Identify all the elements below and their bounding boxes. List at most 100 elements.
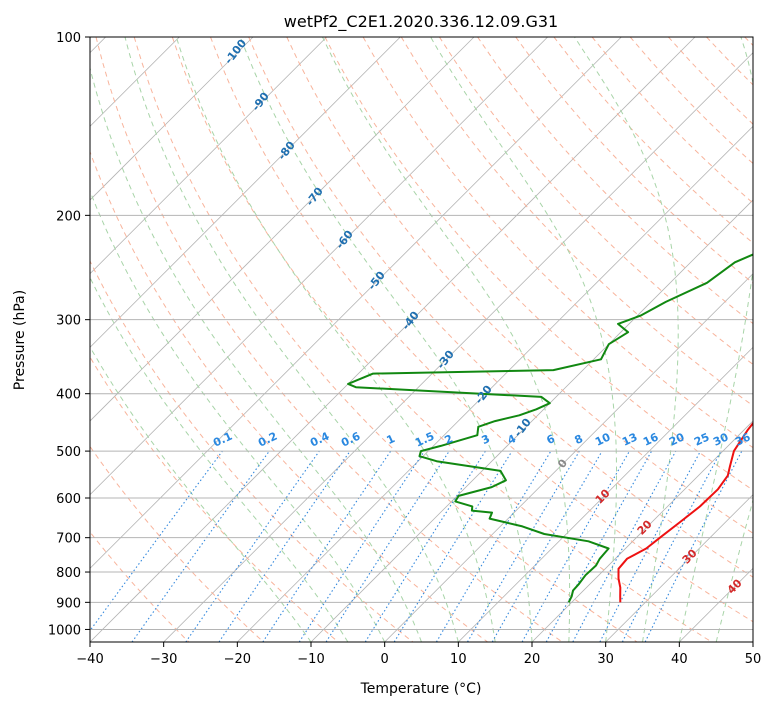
isotherm-line: [237, 125, 753, 642]
x-tick-label: −30: [150, 652, 177, 667]
adiabat-labels: -100-90-80-70-60-50-40-30-20-10010203040…: [211, 37, 753, 597]
dry-adiabat-line: [668, 37, 753, 125]
dry-adiabat-line: [210, 37, 753, 623]
mixing-ratio-label: 0.4: [308, 429, 331, 449]
mixing-ratio-label: 13: [620, 430, 639, 448]
dry-adiabat-line: [90, 150, 488, 642]
x-tick-label: −40: [76, 652, 103, 667]
mixing-ratio-label: 0.1: [211, 430, 234, 450]
dry-adiabat-line: [248, 37, 753, 578]
mixing-ratio-label: 3: [480, 432, 492, 447]
profile-lines: [347, 253, 753, 603]
x-tick-label: −20: [224, 652, 251, 667]
temperature-profile-line: [617, 421, 753, 603]
mixing-ratio-line: [393, 450, 513, 642]
isotherm-line: [458, 346, 753, 642]
dry-adiabat-label: -20: [472, 383, 495, 407]
moist-adiabat-line: [239, 37, 533, 642]
moist-adiabat-line: [715, 498, 753, 642]
mixing-ratio-line: [644, 450, 743, 642]
isotherm-line: [752, 641, 753, 642]
mixing-ratio-line: [185, 450, 320, 642]
y-tick-label: 500: [56, 445, 81, 460]
isotherm-line: [90, 37, 254, 201]
y-axis-label: Pressure (hPa): [12, 290, 28, 390]
dry-adiabat-line: [591, 37, 753, 204]
dry-adiabat-line: [400, 37, 753, 407]
mixing-ratio-label: 0.2: [256, 430, 279, 450]
mixing-ratio-label: 10: [593, 430, 613, 448]
x-tick-label: 20: [524, 652, 541, 667]
plot-frame: [89, 36, 754, 643]
isotherm-line: [90, 37, 475, 422]
mixing-ratio-line: [572, 450, 677, 642]
x-tick-label: 40: [671, 652, 688, 667]
mixing-ratio-line: [90, 450, 223, 632]
dry-adiabat-label: -10: [511, 416, 534, 440]
moist-adiabat-line: [90, 65, 422, 642]
isotherm-line: [605, 494, 753, 642]
x-tick-label: −10: [297, 652, 324, 667]
moist-adiabat-line: [430, 37, 617, 642]
mixing-ratio-label: 36: [733, 430, 753, 448]
y-tick-label: 300: [56, 314, 81, 329]
isotherm-line: [384, 273, 753, 642]
mixing-ratio-line: [262, 450, 392, 642]
moist-adiabat-label: 20: [635, 517, 655, 537]
dry-adiabat-label: -50: [365, 269, 388, 293]
pressure-gridlines: [90, 37, 753, 630]
moist-adiabat-line: [175, 37, 496, 642]
isotherm-line: [90, 37, 327, 275]
isotherm-line: [310, 199, 753, 642]
moist-adiabat-line: [322, 37, 571, 642]
x-tick-label: 30: [597, 652, 614, 667]
moist-adiabat-label: 30: [680, 546, 700, 566]
y-tick-label: 200: [56, 209, 81, 224]
mixing-ratio-line: [364, 450, 486, 642]
mixing-ratio-line: [325, 450, 450, 642]
dry-adiabat-line: [706, 37, 753, 86]
dry-adiabat-line: [515, 37, 753, 284]
x-tick-label: 50: [745, 652, 762, 667]
moist-adiabat-line: [90, 345, 312, 642]
mixing-ratio-line: [131, 450, 270, 642]
mixing-ratio-label: 30: [711, 430, 731, 448]
x-tick-label: 0: [381, 652, 389, 667]
y-tick-label: 700: [56, 532, 81, 547]
dry-adiabat-line: [171, 37, 712, 642]
x-tick-label: 10: [450, 652, 467, 667]
isotherm-line: [90, 37, 401, 348]
dry-adiabat-line: [744, 37, 753, 47]
dry-adiabat-line: [362, 37, 753, 449]
dry-adiabat-line: [90, 531, 190, 642]
x-axis-label: Temperature (°C): [360, 681, 482, 697]
dry-adiabat-line: [90, 356, 339, 642]
dry-adiabat-line: [324, 37, 753, 491]
isotherm-line: [531, 420, 753, 642]
dry-adiabat-line: [133, 37, 638, 642]
mixing-ratio-line: [435, 450, 552, 642]
thermo-background-lines: [90, 37, 753, 642]
mixing-ratio-label: 1: [385, 432, 397, 447]
mixing-ratio-label: 8: [573, 432, 585, 447]
isotherm-line: [90, 37, 696, 642]
y-tick-label: 600: [56, 492, 81, 507]
dry-adiabat-line: [90, 445, 264, 642]
y-tick-label: 100: [56, 31, 81, 46]
dry-adiabat-label: -90: [249, 90, 272, 114]
mixing-ratio-line: [467, 450, 580, 642]
dewpoint-profile-line: [347, 253, 753, 603]
moist-adiabat-line: [124, 37, 459, 642]
mixing-ratio-line: [218, 450, 351, 642]
mixing-ratio-label: 25: [692, 430, 711, 448]
dry-adiabat-line: [95, 37, 563, 642]
moist-adiabat-line: [90, 189, 386, 642]
mixing-ratio-line: [521, 450, 630, 642]
y-tick-label: 800: [56, 566, 81, 581]
dry-adiabat-label: -100: [222, 37, 249, 67]
y-tick-label: 400: [56, 388, 81, 403]
chart-title: wetPf2_C2E1.2020.336.12.09.G31: [284, 12, 558, 32]
mixing-ratio-line: [545, 450, 653, 642]
isotherm-line: [163, 52, 753, 642]
x-axis-ticks: −40 −30 −20 −10 0 10 20 30 40 50: [76, 642, 761, 667]
